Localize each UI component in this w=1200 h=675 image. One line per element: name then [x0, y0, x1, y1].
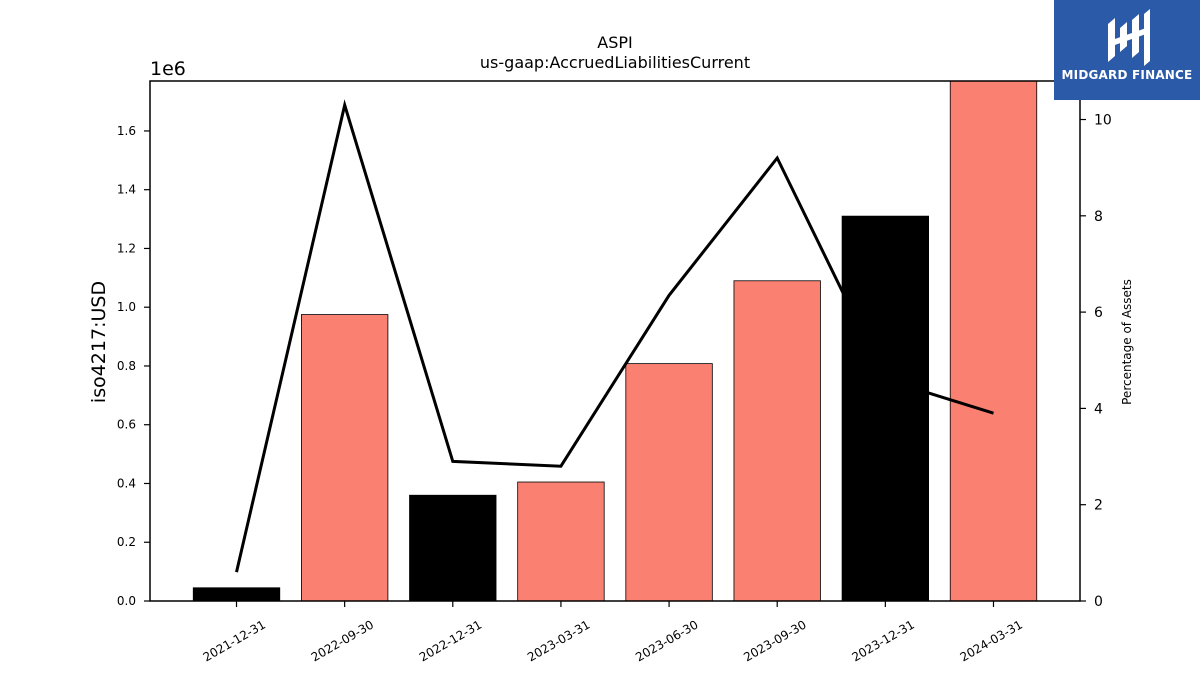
x-tick-label: 2022-12-31	[417, 617, 484, 664]
bar	[517, 481, 605, 602]
bar	[841, 215, 930, 602]
y2-axis-ticks: 0 2 4 6 8 10	[1080, 113, 1112, 610]
y2-axis-label: Percentage of Assets	[1120, 279, 1134, 405]
y-tick-label: 1.6	[117, 124, 136, 138]
x-tick-label: 2021-12-31	[201, 617, 268, 664]
x-tick-label: 2023-12-31	[849, 617, 916, 664]
bar	[300, 314, 389, 602]
y2-tick-label: 2	[1094, 498, 1103, 514]
chart-subtitle: us-gaap:AccruedLiabilitiesCurrent	[480, 53, 750, 72]
y2-tick-label: 8	[1094, 209, 1103, 225]
line-layer	[235, 99, 994, 573]
y2-tick-label: 0	[1094, 594, 1103, 610]
y-tick-label: 0.4	[117, 476, 136, 490]
y-tick-label: 1.4	[117, 183, 136, 197]
bar	[625, 363, 713, 602]
midgard-finance-logo-icon	[1108, 9, 1150, 66]
midgard-finance-logo: MIDGARD FINANCE	[1054, 0, 1200, 100]
x-tick-label: 2023-06-30	[633, 617, 700, 664]
bar	[733, 280, 821, 602]
y-tick-label: 1.2	[117, 241, 136, 255]
y-axis-label: iso4217:USD	[88, 281, 110, 403]
y-axis-offset-label: 1e6	[150, 58, 186, 80]
y2-tick-label: 6	[1094, 305, 1103, 321]
bar	[409, 494, 497, 602]
x-axis-ticks: 2021-12-31 2022-09-30 2022-12-31 2023-03-31…	[201, 601, 1025, 664]
bar-layer	[192, 80, 1038, 602]
x-tick-label: 2022-09-30	[309, 617, 376, 664]
y-tick-label: 0.8	[117, 359, 136, 373]
bar	[949, 80, 1038, 602]
y-tick-label: 0.6	[117, 418, 136, 432]
brand-name: MIDGARD FINANCE	[1061, 68, 1193, 82]
y-tick-label: 0.0	[117, 594, 136, 608]
x-tick-label: 2024-03-31	[958, 617, 1025, 664]
y-axis-ticks: 0.0 0.2 0.4 0.6 0.8 1.0 1.2 1.4 1.6	[117, 124, 150, 608]
y2-tick-label: 4	[1094, 401, 1103, 417]
percentage-line	[235, 99, 994, 573]
y-tick-label: 0.2	[117, 535, 136, 549]
x-tick-label: 2023-09-30	[741, 617, 808, 664]
y-tick-label: 1.0	[117, 300, 136, 314]
chart-title: ASPI	[597, 33, 632, 52]
y2-tick-label: 10	[1094, 113, 1112, 129]
bar	[192, 587, 281, 602]
x-tick-label: 2023-03-31	[525, 617, 592, 664]
plot-frame	[149, 80, 1081, 602]
